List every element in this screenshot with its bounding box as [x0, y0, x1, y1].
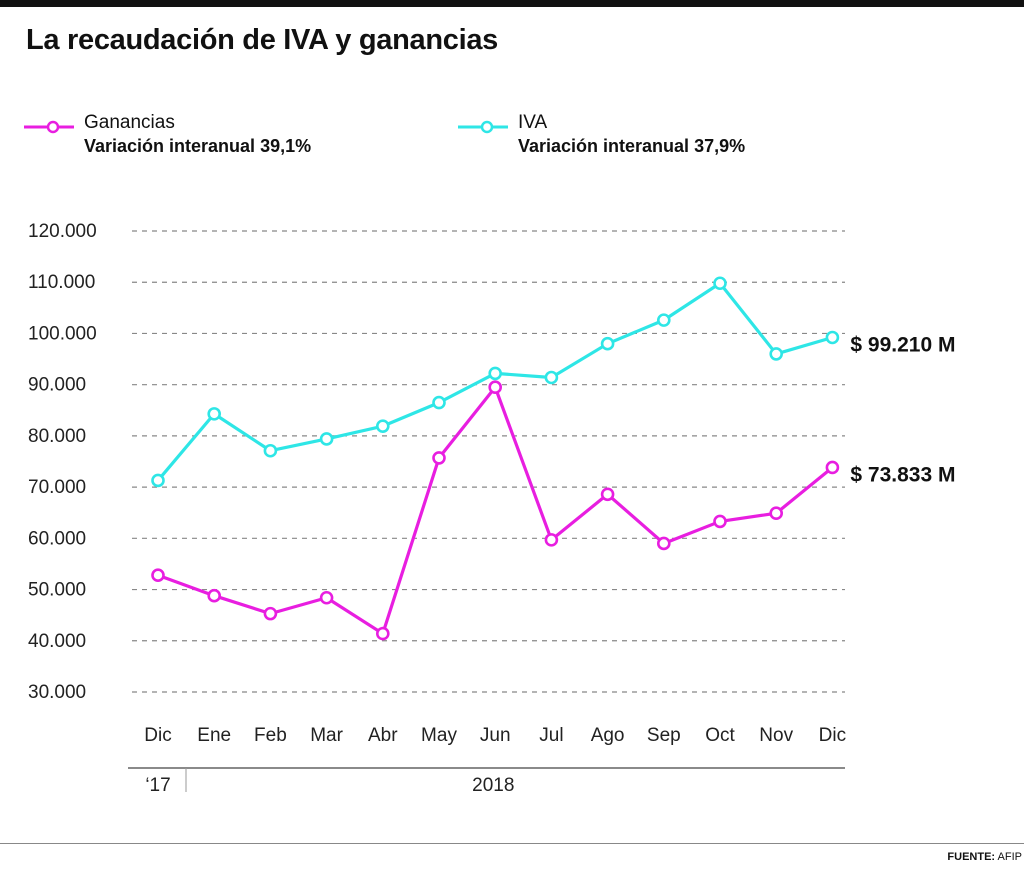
x-tick-label: Jun: [480, 725, 511, 746]
source-note: FUENTE: AFIP: [947, 851, 1022, 863]
y-tick-label: 40.000: [28, 631, 86, 652]
y-tick-label: 110.000: [28, 272, 95, 293]
x-tick-label: Dic: [819, 725, 846, 746]
data-point-ganancias: [713, 514, 727, 529]
data-point-iva: [600, 336, 615, 351]
data-point-ganancias: [656, 536, 671, 551]
data-point-iva: [432, 395, 446, 410]
y-tick-label: 50.000: [28, 580, 86, 601]
data-point-ganancias: [544, 533, 559, 547]
legend-marker-ganancias: [24, 120, 74, 134]
y-tick-label: 60.000: [28, 528, 86, 549]
data-point-ganancias: [319, 590, 334, 605]
legend-variation-ganancias: Variación interanual 39,1%: [84, 136, 312, 156]
x-tick-label: Nov: [759, 725, 793, 746]
data-point-iva: [319, 432, 334, 446]
x-tick-label: Abr: [368, 725, 398, 746]
y-tick-label: 30.000: [28, 682, 86, 703]
source-label: FUENTE:: [947, 851, 996, 863]
data-point-iva: [825, 330, 840, 345]
data-point-iva: [769, 347, 784, 361]
data-point-iva: [151, 473, 165, 488]
data-point-ganancias: [263, 606, 278, 621]
footer-divider: [0, 843, 1024, 844]
data-point-iva: [656, 313, 671, 327]
x-tick-label: Sep: [647, 725, 681, 746]
data-point-ganancias: [151, 568, 165, 583]
legend-marker-iva: [458, 120, 508, 134]
data-point-ganancias: [432, 451, 446, 465]
data-point-ganancias: [488, 380, 503, 395]
top-bar: [0, 0, 1024, 7]
y-tick-label: 100.000: [28, 323, 97, 344]
x-tick-label: Jul: [539, 725, 563, 746]
x-tick-label: Oct: [705, 725, 735, 746]
data-point-ganancias: [769, 506, 784, 521]
x-tick-label: Feb: [254, 725, 287, 746]
y-tick-label: 70.000: [28, 477, 86, 498]
data-point-iva: [263, 443, 278, 458]
end-value-label-iva: $ 99.210 M: [850, 333, 955, 356]
data-point-iva: [544, 370, 559, 385]
year-label: 2018: [472, 775, 514, 796]
line-chart: 30.000 40.000 50.000 60.000 70.000 80.000 90.0…: [28, 221, 955, 796]
data-point-iva: [375, 419, 390, 433]
data-point-ganancias: [207, 588, 221, 603]
x-tick-label: Ene: [197, 725, 231, 746]
x-tick-label: Mar: [310, 725, 343, 746]
legend-label-iva: IVA: [518, 112, 548, 133]
data-point-ganancias: [825, 460, 840, 475]
x-tick-label: Ago: [591, 725, 625, 746]
data-point-iva: [713, 276, 727, 291]
data-point-iva: [207, 407, 221, 421]
x-tick-label: May: [421, 725, 457, 746]
y-tick-label: 80.000: [28, 426, 86, 447]
data-point-ganancias: [375, 626, 390, 641]
y-tick-label: 120.000: [28, 221, 97, 242]
source-value: AFIP: [997, 851, 1022, 863]
series-line-ganancias: [157, 385, 834, 636]
end-value-label-ganancias: $ 73.833 M: [850, 463, 955, 486]
year-label: ‘17: [145, 775, 170, 796]
legend-label-ganancias: Ganancias: [84, 112, 175, 133]
chart-title: La recaudación de IVA y ganancias: [26, 24, 498, 56]
data-point-iva: [488, 366, 503, 381]
data-point-ganancias: [600, 487, 615, 502]
y-tick-label: 90.000: [28, 375, 86, 396]
legend-variation-iva: Variación interanual 37,9%: [518, 136, 746, 156]
x-tick-label: Dic: [144, 725, 171, 746]
